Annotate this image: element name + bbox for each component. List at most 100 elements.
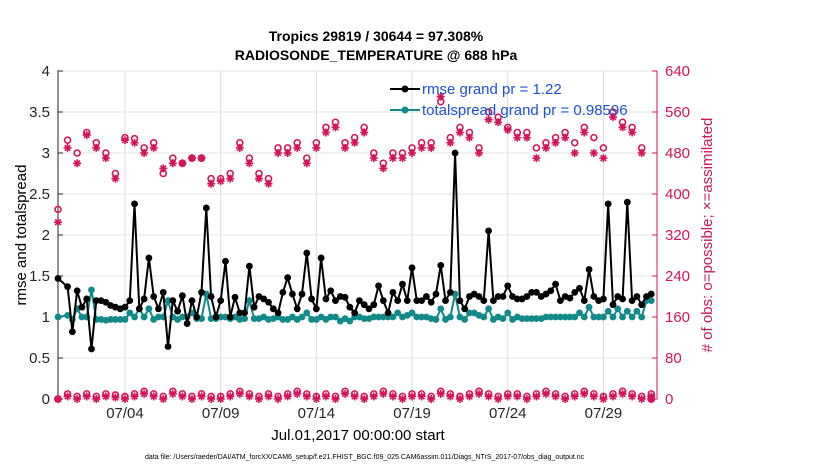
obs-zero-assimilated-point xyxy=(513,392,522,401)
totalspread-point xyxy=(78,313,86,321)
obs-zero-assimilated-point xyxy=(197,392,206,401)
y-right-tick-label: 400 xyxy=(665,186,690,203)
rmse-point xyxy=(408,264,416,272)
obs-zero-assimilated-point xyxy=(312,395,321,403)
rmse-point xyxy=(442,297,449,304)
obs-assimilated-point xyxy=(350,138,359,147)
rmse-point xyxy=(432,290,440,298)
obs-assimilated-point xyxy=(379,164,388,173)
obs-assimilated-point xyxy=(254,174,263,183)
rmse-point xyxy=(135,305,143,313)
rmse-point xyxy=(54,275,62,282)
obs-assimilated-point xyxy=(63,143,72,152)
rmse-point xyxy=(365,305,373,313)
obs-zero-assimilated-point xyxy=(140,389,149,398)
obs-assimilated-point xyxy=(187,154,196,163)
rmse-point xyxy=(159,289,167,296)
obs-assimilated-point xyxy=(101,154,110,163)
rmse-point xyxy=(446,289,454,296)
rmse-point xyxy=(351,309,359,317)
rmse-point xyxy=(73,287,81,295)
rmse-point xyxy=(399,280,406,288)
rmse-point xyxy=(556,297,564,304)
obs-assimilated-point xyxy=(159,164,168,173)
totalspread-point xyxy=(418,313,426,321)
rmse-point xyxy=(265,298,272,306)
rmse-point xyxy=(427,298,435,306)
obs-assimilated-point xyxy=(111,174,120,183)
rmse-point xyxy=(590,293,598,300)
y-right-tick-label: 240 xyxy=(665,268,690,285)
obs-zero-assimilated-point xyxy=(274,395,283,403)
obs-zero-assimilated-point xyxy=(637,395,646,403)
obs-assimilated-point xyxy=(264,179,273,188)
rmse-point xyxy=(332,297,339,304)
totalspread-point xyxy=(466,309,473,317)
obs-zero-assimilated-point xyxy=(226,392,235,401)
obs-zero-assimilated-point xyxy=(168,389,177,398)
obs-assimilated-point xyxy=(216,177,225,186)
obs-zero-assimilated-point xyxy=(187,395,196,403)
rmse-point xyxy=(279,289,287,296)
obs-zero-assimilated-point xyxy=(341,389,350,398)
x-tick-label: 07/09 xyxy=(202,405,240,422)
rmse-point xyxy=(83,295,91,303)
totalspread-point xyxy=(504,309,512,317)
totalspread-point xyxy=(346,317,354,325)
x-axis-label: Jul.01,2017 00:00:00 start xyxy=(271,427,445,444)
y-right-tick-label: 480 xyxy=(665,145,690,162)
y-right-tick-label: 0 xyxy=(665,391,673,408)
totalspread-point xyxy=(370,313,378,321)
totalspread-point xyxy=(628,313,636,321)
obs-assimilated-point xyxy=(455,128,464,137)
rmse-point xyxy=(576,284,583,292)
y-left-tick-label: 1.5 xyxy=(29,268,50,285)
legend-rmse-marker xyxy=(401,85,409,93)
obs-assimilated-point xyxy=(54,218,62,227)
chart-title-line-2: RADIOSONDE_TEMPERATURE @ 688 hPa xyxy=(235,47,518,63)
obs-zero-assimilated-point xyxy=(379,389,388,398)
rmse-line xyxy=(57,152,652,350)
x-tick-label: 07/29 xyxy=(585,405,623,422)
y-left-tick-label: 4 xyxy=(42,63,50,80)
totalspread-point xyxy=(552,313,559,321)
y-axis-right-label: # of obs: o=possible; ×=assimilated xyxy=(699,118,716,353)
totalspread-point xyxy=(298,313,306,321)
obs-assimilated-point xyxy=(417,143,426,152)
rmse-point xyxy=(155,305,162,313)
obs-zero-assimilated-point xyxy=(350,392,359,401)
totalspread-point xyxy=(566,313,574,321)
rmse-point xyxy=(499,293,507,300)
rmse-point xyxy=(88,345,95,353)
totalspread-point xyxy=(131,313,138,321)
totalspread-point xyxy=(121,316,129,323)
obs-zero-assimilated-point xyxy=(465,392,474,401)
rmse-point xyxy=(489,297,497,304)
obs-zero-assimilated-point xyxy=(551,392,560,401)
rmse-point xyxy=(102,298,110,306)
rmse-point xyxy=(222,257,229,265)
totalspread-point xyxy=(604,307,612,315)
totalspread-point xyxy=(241,315,248,323)
totalspread-point xyxy=(279,316,287,323)
totalspread-point xyxy=(64,311,71,319)
obs-assimilated-point xyxy=(570,149,579,157)
obs-assimilated-point xyxy=(513,133,522,142)
x-tick-label: 07/19 xyxy=(393,405,431,422)
rmse-point xyxy=(150,293,158,300)
obs-zero-assimilated-point xyxy=(455,395,464,403)
obs-possible-point xyxy=(484,108,493,116)
obs-assimilated-point xyxy=(302,159,311,168)
legend-totalspread: totalspread grand pr = 0.98596 xyxy=(422,102,628,119)
rmse-point xyxy=(174,307,182,315)
rmse-point xyxy=(552,280,559,288)
totalspread-point xyxy=(250,315,258,323)
obs-assimilated-point xyxy=(465,133,474,142)
rmse-point xyxy=(609,301,617,309)
totalspread-point xyxy=(647,297,655,304)
totalspread-point xyxy=(394,309,402,317)
rmse-point xyxy=(403,297,411,304)
rmse-point xyxy=(413,297,421,304)
totalspread-point xyxy=(303,309,311,317)
